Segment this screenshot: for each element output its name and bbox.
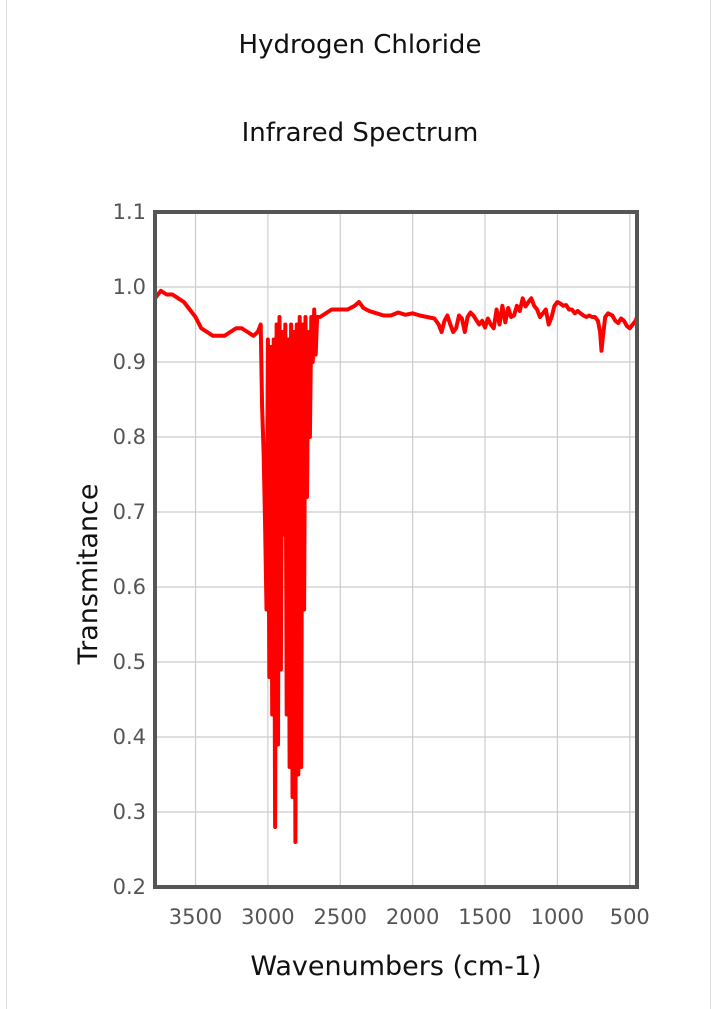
y-tick-label: 0.4 — [113, 725, 146, 749]
chart-subtitle: Infrared Spectrum — [241, 118, 479, 148]
x-tick-label: 1500 — [458, 905, 511, 929]
y-tick-label: 1.0 — [113, 275, 146, 299]
y-tick-label: 0.5 — [113, 650, 146, 674]
y-tick-label: 0.6 — [113, 575, 146, 599]
y-tick-label: 0.9 — [113, 350, 146, 374]
y-tick-label: 1.1 — [113, 200, 146, 224]
chart-title: Hydrogen Chloride — [238, 30, 482, 60]
y-tick-labels: 1.1 1.0 0.9 0.8 0.7 0.6 0.5 0.4 0.3 0.2 — [113, 200, 146, 899]
x-tick-label: 2500 — [314, 905, 367, 929]
y-tick-label: 0.2 — [113, 875, 146, 899]
y-tick-label: 0.8 — [113, 425, 146, 449]
x-axis-title: Wavenumbers (cm-1) — [250, 951, 541, 982]
x-tick-label: 3000 — [241, 905, 294, 929]
x-tick-label: 2000 — [386, 905, 439, 929]
y-tick-label: 0.7 — [113, 500, 146, 524]
y-tick-label: 0.3 — [113, 800, 146, 824]
x-tick-labels: 3500 3000 2500 2000 1500 1000 500 — [169, 905, 650, 929]
chart-frame — [6, 0, 711, 1009]
plot-border — [153, 210, 639, 889]
x-tick-label: 3500 — [169, 905, 222, 929]
x-tick-label: 1000 — [531, 905, 584, 929]
y-axis-title: Transmitance — [73, 484, 104, 666]
x-tick-label: 500 — [610, 905, 650, 929]
spectrum-line — [153, 288, 639, 844]
